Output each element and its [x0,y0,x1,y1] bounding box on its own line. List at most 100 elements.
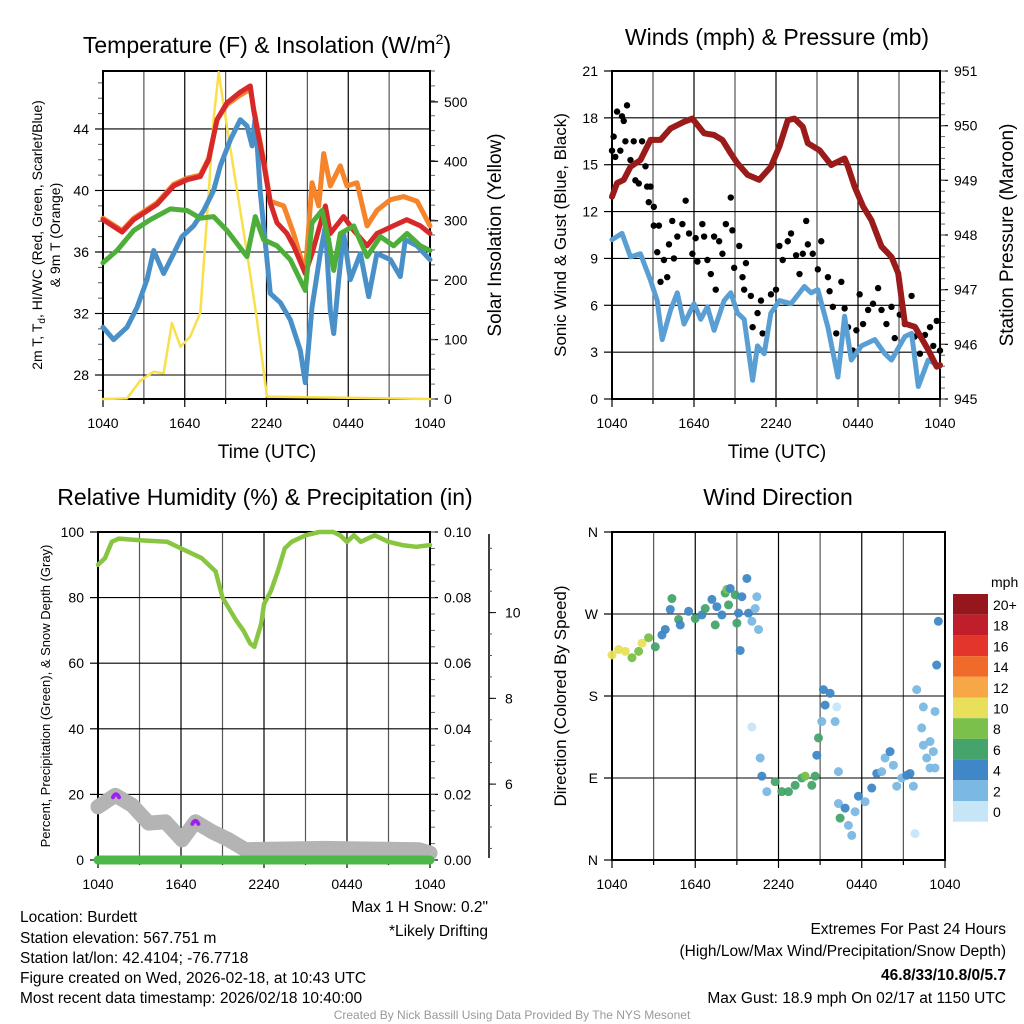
gust-point [757,297,765,304]
gust-point [722,220,730,228]
x-tick-label: 0440 [846,876,877,892]
direction-point [660,624,670,634]
gust-point [610,133,617,140]
y-tick-label: 18 [582,110,598,126]
gust-point [729,227,736,234]
direction-point [853,791,863,801]
extremes-title: Extremes For Past 24 Hours [810,921,1006,938]
gust-point [654,248,661,256]
direction-panel: 1040 1640 2240 0440 1040NESWNmph20+181614121… [585,524,1018,892]
right-y-tick-label: 0.10 [444,524,471,540]
snow-tick-label: 10 [505,605,521,621]
direction-point [847,830,857,840]
gust-point [660,256,668,264]
x-tick-label: 1040 [596,876,627,892]
direction-point [770,777,780,787]
x-tick-label: 1640 [678,415,709,431]
colorbar-label: 20+ [993,597,1017,613]
direction-point [734,608,744,618]
y-tick-label: 40 [68,721,84,737]
gust-point [650,222,658,229]
gust-point [727,194,734,201]
likely-drifting-text: *Likely Drifting [389,923,488,940]
pressure-axis-title: Station Pressure (Maroon) [997,124,1018,347]
humidity-panel: 1040 1640 2240 0440 1040 0 20 40 60 80 100 0.00 0.02… [61,524,521,892]
temperature-y-axis-title-line2: & 9m T (Orange) [47,183,63,288]
direction-panel-title: Wind Direction [703,484,853,510]
y-tick-label: S [589,688,598,704]
direction-point [627,653,637,663]
gust-point [740,286,748,293]
direction-point [830,717,840,727]
gust-point [664,273,671,281]
direction-point [757,771,767,781]
direction-point [930,706,940,716]
direction-point [665,604,675,614]
colorbar-swatch [953,635,988,657]
colorbar-swatch [953,614,988,636]
gust-point [617,147,624,154]
snow-tick-label: 8 [505,690,513,706]
gust-point [704,256,711,264]
gust-point [612,153,619,161]
gust-point [620,117,627,125]
gust-point [747,292,755,300]
right-y-tick-label: 0 [444,391,452,407]
x-tick-label: 1040 [82,876,113,892]
x-tick-label: 2240 [763,876,794,892]
humidity-y-axis-title: Percent, Precipitation (Green), & Snow D… [38,545,53,848]
max-gust-text: Max Gust: 18.9 mph On 02/17 at 1150 UTC [707,990,1006,1007]
y-tick-label: N [588,524,598,540]
gust-point [655,222,663,229]
gust-point [719,250,726,257]
direction-point [850,807,860,817]
direction-point [712,602,722,612]
gust-point [694,258,701,265]
right-y-tick-label: 0.02 [444,786,471,802]
right-y-tick-label: 949 [954,172,978,188]
gust-point [772,286,780,293]
direction-point [930,763,940,773]
colorbar-swatch [953,676,988,698]
direction-point [762,787,772,797]
direction-point [637,638,647,648]
gust-point [645,199,652,206]
direction-point [812,750,822,760]
gust-point [859,320,867,328]
gust-point [674,233,681,240]
y-tick-label: 12 [582,204,598,220]
right-y-tick-label: 945 [954,391,978,407]
direction-point [690,614,700,624]
direction-point [634,646,644,656]
gust-point [627,156,634,164]
x-tick-label: 0440 [331,876,362,892]
y-tick-label: W [585,606,599,622]
dewpoint-line [100,206,433,293]
direction-point [880,753,890,763]
direction-point [754,624,764,634]
y-tick-label: 60 [68,655,84,671]
x-tick-label: 1040 [924,415,955,431]
gust-point [916,350,924,357]
gust-point [638,138,646,145]
elevation-text: Station elevation: 567.751 m [20,930,216,947]
direction-point [700,604,710,614]
insolation-axis-title: Solar Insolation (Yellow) [485,133,506,336]
direction-point [752,592,762,602]
temperature-panel-title: Temperature (F) & Insolation (W/m2) [83,31,451,58]
direction-point [833,767,843,777]
colorbar-swatch [953,738,988,760]
colorbar-swatch [953,594,988,615]
right-y-tick-label: 0.00 [444,852,471,868]
x-tick-label: 1040 [414,876,445,892]
direction-point [644,633,654,643]
colorbar-label: 2 [993,783,1001,799]
direction-point [810,771,820,781]
gust-point [869,300,877,307]
gust-point [814,266,822,273]
colorbar-label: 16 [993,638,1009,654]
gust-point [809,250,816,257]
location-text: Location: Burdett [20,909,138,926]
hi-wc-line [100,114,433,386]
direction-point [835,813,845,823]
